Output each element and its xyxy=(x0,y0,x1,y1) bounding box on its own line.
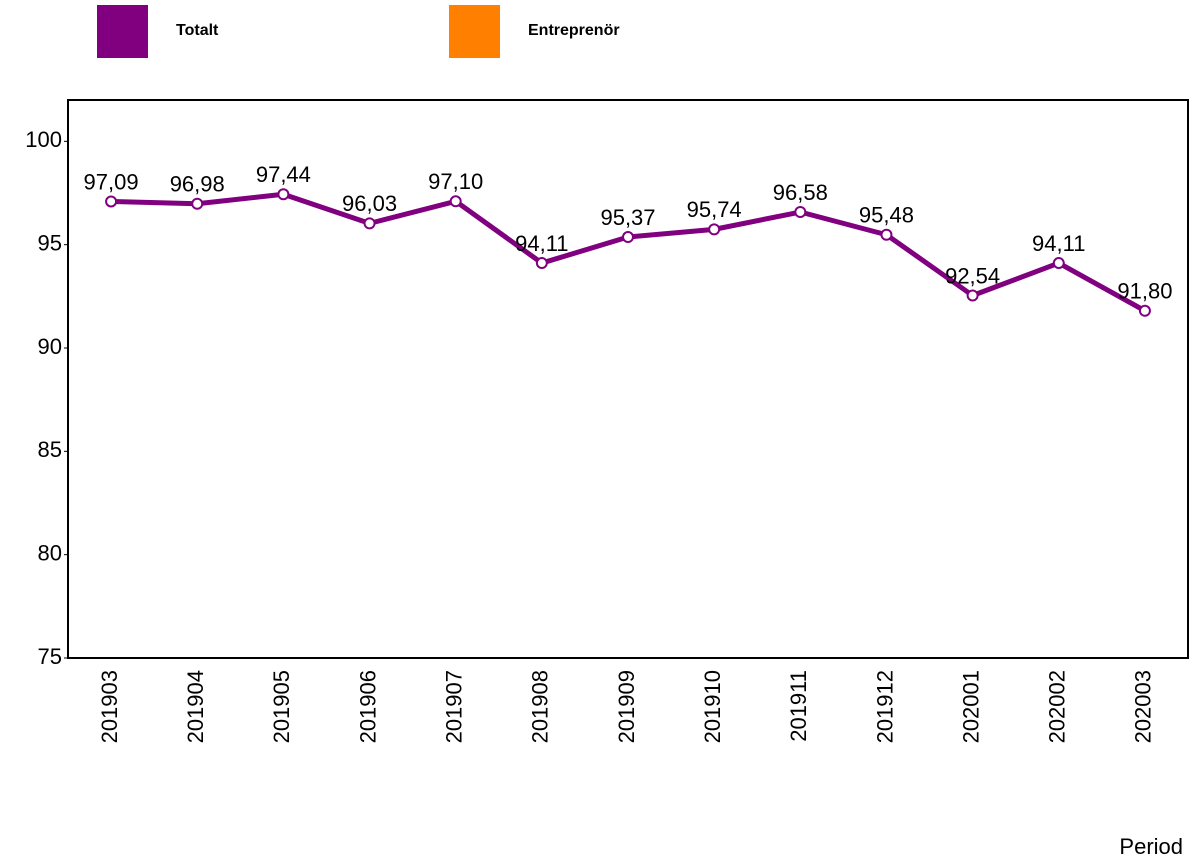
x-tick-label: 201907 xyxy=(442,670,467,743)
point-marker xyxy=(277,188,290,201)
x-tick-label: 201910 xyxy=(700,670,725,743)
data-label: 96,03 xyxy=(342,191,397,216)
x-tick-label: 201903 xyxy=(97,670,122,743)
x-tick-label: 201912 xyxy=(872,670,897,743)
y-tick-label: 95 xyxy=(38,230,62,255)
point-marker xyxy=(1052,257,1065,270)
y-tick-label: 85 xyxy=(38,437,62,462)
x-tick-label: 202003 xyxy=(1131,670,1156,743)
point-marker xyxy=(363,217,376,230)
x-tick-label: 202001 xyxy=(958,670,983,743)
data-label: 96,98 xyxy=(170,172,225,197)
data-label: 97,10 xyxy=(428,169,483,194)
data-label: 95,48 xyxy=(859,203,914,228)
legend-label: Totalt xyxy=(176,22,219,39)
legend-label: Entreprenör xyxy=(528,22,620,39)
data-label: 95,74 xyxy=(687,197,742,222)
data-label: 92,54 xyxy=(945,263,1000,288)
y-tick-label: 100 xyxy=(25,127,62,152)
data-label: 94,11 xyxy=(1032,231,1085,256)
point-marker xyxy=(535,257,548,270)
x-tick-label: 201904 xyxy=(183,670,208,743)
x-tick-label: 201905 xyxy=(269,670,294,743)
y-tick-label: 75 xyxy=(38,644,62,669)
data-label: 97,44 xyxy=(256,162,311,187)
x-tick-label: 201908 xyxy=(528,670,553,743)
data-label: 97,09 xyxy=(84,169,139,194)
x-tick-label: 202002 xyxy=(1045,670,1070,743)
x-tick-label: 201906 xyxy=(355,670,380,743)
point-marker xyxy=(966,289,979,302)
data-label: 94,11 xyxy=(515,231,568,256)
y-tick-label: 80 xyxy=(38,540,62,565)
data-label: 96,58 xyxy=(773,180,828,205)
point-marker xyxy=(449,195,462,208)
point-marker xyxy=(105,195,118,208)
data-label: 91,80 xyxy=(1117,279,1172,304)
point-marker xyxy=(880,228,893,241)
legend-swatch xyxy=(449,5,500,58)
y-tick-label: 90 xyxy=(38,334,62,359)
plot-frame xyxy=(67,99,1189,659)
point-marker xyxy=(622,231,634,244)
x-axis-label: Period xyxy=(1119,834,1183,859)
point-marker xyxy=(708,223,721,236)
point-marker xyxy=(794,206,807,219)
x-tick-label: 201909 xyxy=(614,670,639,743)
point-marker xyxy=(191,197,204,210)
x-tick-label: 201911 xyxy=(786,670,811,742)
point-marker xyxy=(1138,304,1151,317)
legend-swatch xyxy=(97,5,148,58)
data-label: 95,37 xyxy=(600,205,655,230)
